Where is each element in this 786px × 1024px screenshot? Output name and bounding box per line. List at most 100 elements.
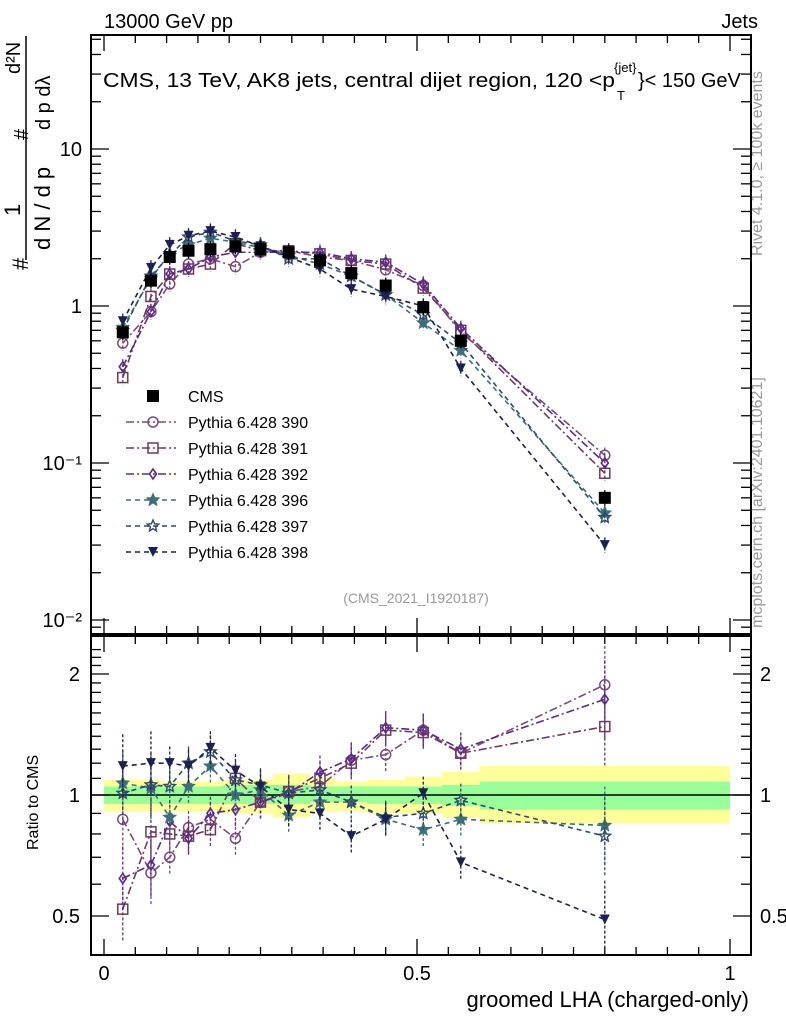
data-point [380,814,391,825]
data-point [202,744,218,759]
data-point [283,804,294,815]
data-point [117,761,128,772]
data-point [144,274,157,287]
y-axis-label: # 1 d N / d p # d²N d p dλ [0,36,55,270]
y-tick-label: 1 [71,296,82,318]
data-point [183,761,194,772]
data-point [205,250,215,264]
data-point [162,809,178,824]
data-point [282,246,295,259]
data-point [598,491,611,504]
legend-item: Pythia 6.428 396 [126,492,308,510]
data-point [148,547,158,557]
data-point [118,872,128,885]
data-point [281,785,297,800]
header-right: Jets [721,11,758,33]
ratio-series [115,645,613,951]
x-tick-label: 1 [724,963,735,985]
data-point [314,808,325,819]
ratio-y-tick-label: 0.5 [52,906,80,928]
title-sub: T [617,88,625,103]
data-point [315,765,325,779]
data-point [184,262,193,276]
ratio-y-tick-label-right: 0.5 [760,906,786,928]
ylabel-hash1: # [8,257,33,270]
data-point [145,826,157,838]
data-point [453,811,469,826]
x-tick-label: 0.5 [403,963,431,985]
data-point [312,781,328,797]
ylabel-frac1-den: d N / d p [30,167,55,250]
ratio-y-tick-label: 1 [69,785,80,807]
series-line [122,242,606,474]
y-tick-label: 10 [60,139,82,161]
data-point [229,260,242,273]
x-tick-label: 0 [98,963,109,985]
title-end: }< 150 GeV [638,70,742,92]
data-point [418,723,428,737]
data-point [145,867,157,879]
data-point [116,326,129,339]
data-point [147,442,159,454]
data-point [380,291,391,302]
data-point [346,252,356,266]
legend-label: Pythia 6.428 397 [188,519,308,536]
data-point [313,254,326,267]
legend-item: Pythia 6.428 392 [126,467,308,484]
analysis-tag: (CMS_2021_I1920187) [343,590,489,606]
data-point [205,226,216,237]
ylabel-frac2-num: d²N [3,42,25,74]
ratio-y-tick-label-right: 1 [760,785,771,807]
legend-label: Pythia 6.428 390 [188,415,308,432]
data-point [346,831,357,842]
data-point [455,857,466,868]
data-point [202,230,218,245]
data-point [145,518,161,533]
data-point [145,290,157,303]
data-point [343,794,359,809]
data-point [182,830,195,842]
data-point [418,277,428,291]
main-plot-frame [90,34,752,635]
legend-label: CMS [188,389,224,406]
ylabel-frac1-num: 1 [0,204,25,216]
y-tick-label: 10⁻² [43,610,83,632]
data-point [204,243,217,256]
data-point [255,781,266,792]
data-point [456,742,466,756]
data-point [418,788,429,799]
data-point [597,509,613,524]
rivet-label: Rivet 4.1.0, ≥ 100k events [749,71,766,256]
data-point [379,724,392,736]
data-point [145,492,161,507]
header-left: 13000 GeV pp [104,11,233,33]
data-point [184,831,193,845]
data-point [230,232,241,243]
legend-item: CMS [147,389,224,406]
data-point [147,416,159,428]
ratio-series-pythia-6-428-398 [117,731,610,951]
data-point [454,334,467,347]
data-point [165,267,175,281]
data-point [182,244,195,257]
data-point [228,772,243,787]
series-cms [116,238,611,506]
legend-item: Pythia 6.428 397 [126,518,308,536]
data-point [229,832,242,845]
data-point [600,692,610,706]
legend: CMS Pythia 6.428 390 Pythia 6.428 391 Pythi… [126,389,308,562]
data-point [597,828,613,843]
data-point [417,301,430,314]
legend-label: Pythia 6.428 392 [188,467,308,484]
y-tick-label: 10⁻¹ [43,453,83,475]
data-point [599,540,610,551]
data-point [346,752,356,766]
data-point [181,778,196,793]
data-point [183,230,194,241]
legend-item: Pythia 6.428 391 [126,441,308,458]
data-point [345,267,358,280]
legend-item: Pythia 6.428 398 [126,545,308,562]
data-point [163,251,176,264]
ylabel-frac2-den: d p dλ [33,76,55,130]
